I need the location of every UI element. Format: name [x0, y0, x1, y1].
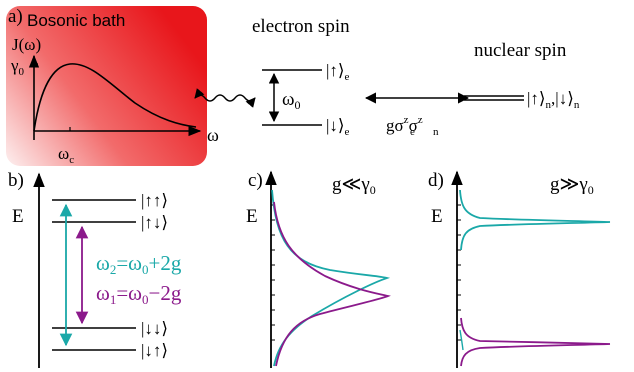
panel-a-label: a) [8, 6, 23, 27]
panel-c-purple-lineshape [273, 201, 391, 367]
hyperfine-coupling-label: gσzσz [386, 114, 423, 135]
coupling-sub-n: n [433, 126, 439, 138]
level-label-up-down: |↑↓⟩ [141, 213, 168, 232]
nuclear-states-label: |↑⟩n,|↓⟩n [527, 89, 580, 111]
panel-d-energy-label: E [431, 206, 443, 227]
bosonic-bath-title: Bosonic bath [27, 11, 125, 30]
level-label-down-down: |↓↓⟩ [141, 319, 168, 338]
panel-c: c) g≪γ0 E [246, 170, 391, 368]
level-label-up-up: |↑↑⟩ [141, 191, 168, 210]
gamma0-label: γ0 [10, 56, 25, 78]
bosonic-bath-box [6, 6, 207, 166]
panel-d-condition: g≫γ0 [550, 174, 594, 197]
panel-d-teal-lower-tail [459, 329, 464, 351]
omega-c-label: ωc [58, 144, 74, 166]
panel-d-axis-ticks [457, 204, 461, 341]
panel-c-condition: g≪γ0 [332, 174, 376, 197]
electron-up-state: |↑⟩e [326, 61, 350, 83]
panel-d-label: d) [428, 170, 444, 191]
coupling-sub-e: e [410, 126, 415, 138]
panel-b-energy-label: E [12, 206, 24, 227]
omega-axis-label: ω [207, 125, 219, 145]
omega2-equation: ω2=ω0+2g [96, 251, 182, 277]
panel-d: d) g≫γ0 E [428, 170, 611, 368]
omega1-equation: ω1=ω0−2g [96, 281, 182, 307]
panel-d-purple-lower-peak [460, 317, 611, 367]
bath-coupling-wavy-arrow [194, 88, 256, 108]
panel-c-energy-label: E [246, 206, 258, 227]
electron-spin-title: electron spin [252, 16, 350, 37]
spectral-density-axis-label: J(ω) [12, 35, 41, 54]
panel-b: b) E |↑↑⟩ |↑↓⟩ |↓↓⟩ |↓↑⟩ ω2=ω0+2g ω1=ω0−… [8, 170, 182, 368]
panel-c-label: c) [248, 170, 263, 191]
nuclear-spin-title: nuclear spin [474, 40, 567, 61]
panel-a: a) Bosonic bath J(ω) γ0 ωc ω electron sp… [6, 6, 580, 166]
panel-d-teal-upper-peak [459, 189, 611, 251]
panel-b-label: b) [8, 170, 24, 191]
omega0-label: ω0 [282, 89, 301, 112]
spectral-density-curve [33, 63, 197, 132]
level-label-down-up: |↓↑⟩ [141, 341, 168, 360]
electron-down-state: |↓⟩e [326, 116, 350, 138]
